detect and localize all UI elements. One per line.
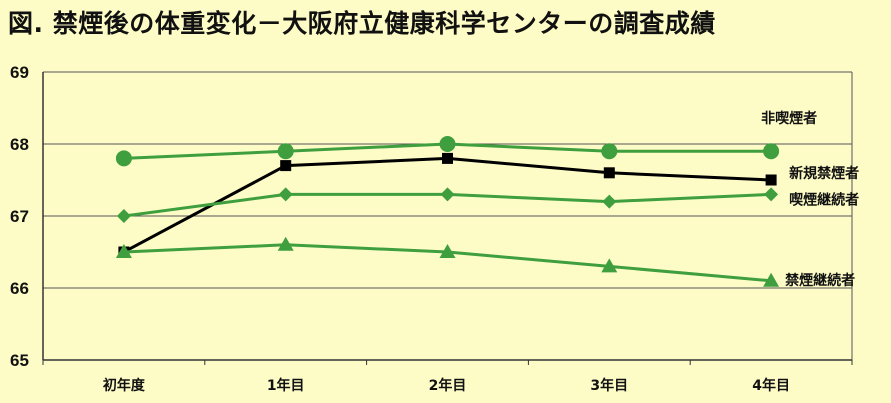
marker-new-quitter xyxy=(603,167,615,179)
series-label-new-quitter: 新規禁煙者 xyxy=(789,165,859,182)
y-tick-label: 69 xyxy=(10,63,29,82)
marker-non-smoker xyxy=(601,143,618,160)
x-tick-label: 4年目 xyxy=(752,377,790,394)
marker-continuing-smoker xyxy=(116,209,131,223)
marker-continuing-smoker xyxy=(602,194,617,209)
series-label-non-smoker: 非喫煙者 xyxy=(761,110,817,127)
x-tick-label: 1年目 xyxy=(267,377,305,394)
y-tick-label: 67 xyxy=(10,207,29,226)
marker-continuing-quitter xyxy=(439,244,456,258)
marker-non-smoker xyxy=(763,143,780,160)
marker-continuing-quitter xyxy=(601,258,618,273)
chart-title: 図. 禁煙後の体重変化－大阪府立健康科学センターの調査成績 xyxy=(8,9,716,38)
marker-non-smoker xyxy=(277,143,294,160)
series-label-continuing-smoker: 喫煙継続者 xyxy=(789,191,859,208)
marker-continuing-quitter xyxy=(115,244,132,258)
x-tick-label: 3年目 xyxy=(590,377,628,394)
marker-non-smoker xyxy=(439,136,456,152)
marker-new-quitter xyxy=(765,174,777,186)
marker-continuing-smoker xyxy=(764,187,779,202)
marker-continuing-smoker xyxy=(440,187,455,202)
y-tick-label: 66 xyxy=(10,279,29,298)
x-tick-label: 初年度 xyxy=(103,377,146,394)
marker-continuing-smoker xyxy=(278,187,293,202)
series-label-continuing-quitter: 禁煙継続者 xyxy=(785,272,855,289)
marker-continuing-quitter xyxy=(763,272,780,287)
marker-continuing-quitter xyxy=(277,236,294,251)
marker-non-smoker xyxy=(115,150,132,167)
marker-new-quitter xyxy=(280,160,292,172)
marker-new-quitter xyxy=(442,152,453,164)
x-tick-label: 2年目 xyxy=(429,377,467,394)
y-tick-label: 65 xyxy=(10,351,29,370)
y-tick-label: 68 xyxy=(10,135,29,154)
